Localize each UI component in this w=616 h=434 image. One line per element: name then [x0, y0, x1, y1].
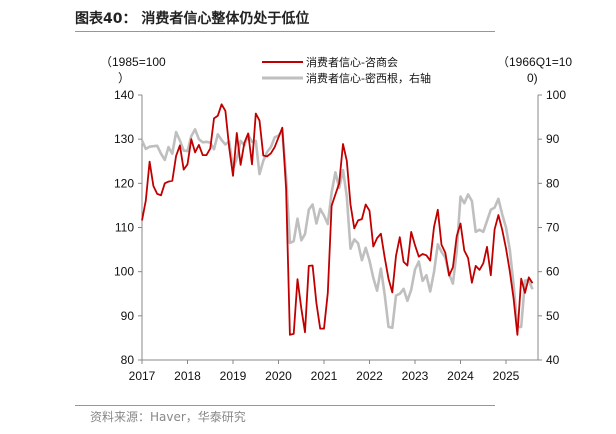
left-tick-label: 120 [114, 176, 134, 190]
right-tick-label: 70 [546, 221, 560, 235]
right-tick-label: 100 [546, 88, 566, 102]
right-tick-label: 40 [546, 353, 560, 367]
series-line-1 [140, 128, 534, 330]
left-tick-label: 80 [121, 353, 135, 367]
left-tick-label: 110 [115, 221, 134, 235]
left-axis-label: ） [118, 71, 130, 85]
x-tick-label: 2022 [356, 369, 383, 383]
left-axis-label: （1985=100 [100, 55, 166, 69]
right-tick-label: 90 [546, 132, 560, 146]
x-tick-label: 2020 [265, 369, 292, 383]
chart-title: 图表40： 消费者信心整体仍处于低位 [75, 11, 310, 27]
x-tick-label: 2021 [311, 369, 338, 383]
legend-label: 消费者信心-密西根，右轴 [306, 71, 431, 85]
series-line-0 [141, 103, 534, 336]
left-tick-label: 130 [114, 132, 134, 146]
right-tick-label: 80 [546, 176, 560, 190]
right-axis-label: （1966Q1=10 [497, 55, 572, 69]
legend-label: 消费者信心-咨商会 [306, 55, 398, 69]
right-tick-label: 50 [546, 309, 560, 323]
x-tick-label: 2017 [129, 369, 156, 383]
x-tick-label: 2024 [447, 369, 474, 383]
x-tick-label: 2025 [493, 369, 520, 383]
x-tick-label: 2019 [220, 369, 247, 383]
left-tick-label: 140 [114, 88, 134, 102]
title-divider [75, 31, 495, 32]
source-divider [75, 405, 495, 406]
left-tick-label: 90 [121, 309, 135, 323]
source-note: 资料来源：Haver，华泰研究 [90, 410, 246, 424]
x-tick-label: 2023 [402, 369, 429, 383]
right-tick-label: 60 [546, 265, 560, 279]
right-axis-label: 0) [527, 71, 538, 85]
left-tick-label: 100 [114, 265, 134, 279]
x-tick-label: 2018 [174, 369, 201, 383]
